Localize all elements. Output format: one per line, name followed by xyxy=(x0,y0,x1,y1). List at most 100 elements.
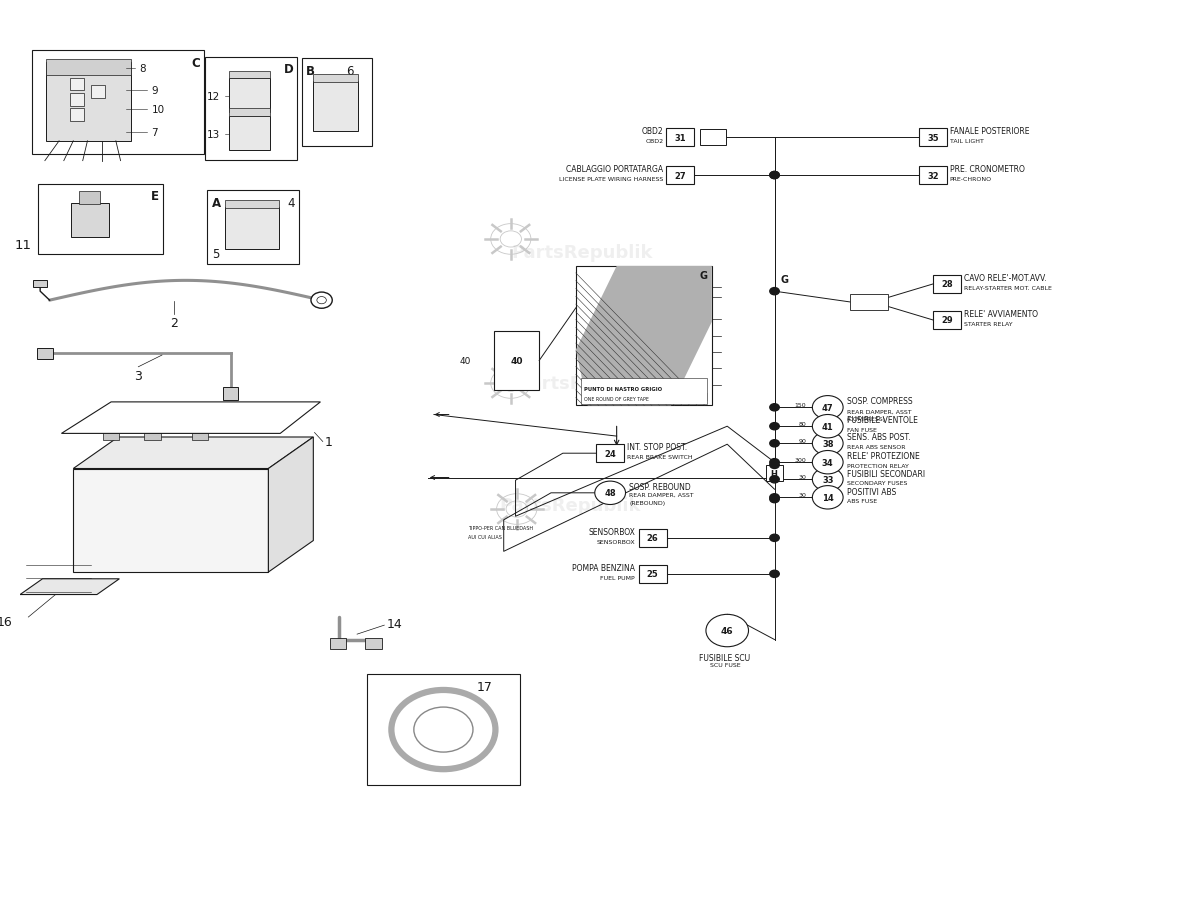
Text: RELE' PROTEZIONE: RELE' PROTEZIONE xyxy=(846,452,920,461)
Bar xyxy=(766,465,783,482)
Bar xyxy=(666,167,695,185)
Text: POMPA BENZINA: POMPA BENZINA xyxy=(572,564,635,573)
Text: REAR BRAKE SWITCH: REAR BRAKE SWITCH xyxy=(627,455,692,460)
Bar xyxy=(919,167,948,185)
Text: H: H xyxy=(700,392,707,402)
Circle shape xyxy=(813,468,843,492)
Bar xyxy=(92,86,105,98)
Circle shape xyxy=(769,494,779,502)
Bar xyxy=(207,191,299,265)
Text: CABLAGGIO PORTATARGA: CABLAGGIO PORTATARGA xyxy=(566,165,663,174)
Circle shape xyxy=(769,440,779,447)
Circle shape xyxy=(769,404,779,411)
Polygon shape xyxy=(61,402,320,434)
Circle shape xyxy=(706,614,749,647)
Text: G: G xyxy=(780,274,789,285)
Bar xyxy=(230,116,270,151)
Text: 16: 16 xyxy=(0,615,12,629)
Bar xyxy=(301,60,372,147)
Bar xyxy=(365,638,382,649)
Bar xyxy=(366,674,520,786)
Text: 300: 300 xyxy=(795,457,807,463)
Bar xyxy=(230,78,270,113)
Circle shape xyxy=(813,415,843,438)
Text: 13: 13 xyxy=(207,130,220,140)
Bar xyxy=(33,51,203,155)
Text: 29: 29 xyxy=(942,316,954,325)
Text: CAVO RELE'-MOT.AVV.: CAVO RELE'-MOT.AVV. xyxy=(963,274,1046,283)
Bar xyxy=(580,379,707,404)
Text: FUEL PUMP: FUEL PUMP xyxy=(601,575,635,580)
Text: 6: 6 xyxy=(347,65,354,78)
Circle shape xyxy=(813,486,843,510)
Text: 10: 10 xyxy=(152,106,165,115)
Text: 38: 38 xyxy=(822,439,833,448)
Circle shape xyxy=(769,476,779,483)
Text: A: A xyxy=(212,197,220,209)
Text: PRE. CRONOMETRO: PRE. CRONOMETRO xyxy=(950,165,1025,174)
Bar xyxy=(205,58,296,161)
Text: 47: 47 xyxy=(822,403,833,412)
Text: REAR DAMPER, ASST: REAR DAMPER, ASST xyxy=(628,492,694,498)
Bar xyxy=(224,388,237,400)
Text: PartsRepublik: PartsRepublik xyxy=(500,496,641,514)
Text: 24: 24 xyxy=(604,449,616,458)
Text: OBD2: OBD2 xyxy=(645,139,663,144)
Text: 80: 80 xyxy=(798,421,807,427)
Text: FAN FUSE: FAN FUSE xyxy=(846,428,877,433)
Text: PartsRepublik: PartsRepublik xyxy=(517,374,659,392)
Text: TIPPO-PER CAN BLUEDASH: TIPPO-PER CAN BLUEDASH xyxy=(468,525,533,530)
Bar xyxy=(191,428,208,440)
Text: SOSP. REBOUND: SOSP. REBOUND xyxy=(628,483,691,492)
Bar xyxy=(36,348,53,359)
Text: 12: 12 xyxy=(207,92,220,102)
Bar xyxy=(919,129,948,147)
Text: 33: 33 xyxy=(822,475,833,484)
Bar xyxy=(39,185,163,255)
Text: 26: 26 xyxy=(647,534,659,543)
Circle shape xyxy=(595,482,626,505)
Text: 90: 90 xyxy=(798,438,807,444)
Text: H: H xyxy=(769,469,777,478)
Bar xyxy=(576,267,712,406)
Circle shape xyxy=(769,571,779,578)
Text: 25: 25 xyxy=(647,570,659,579)
Text: 28: 28 xyxy=(942,281,954,290)
Bar xyxy=(46,62,131,142)
Polygon shape xyxy=(268,437,313,573)
Text: PRE-CHRONO: PRE-CHRONO xyxy=(950,177,992,182)
Bar xyxy=(933,276,961,294)
Polygon shape xyxy=(576,267,712,406)
Bar xyxy=(70,78,84,91)
Text: INT. STOP POST.: INT. STOP POST. xyxy=(627,443,686,452)
Text: 1: 1 xyxy=(325,436,334,448)
Bar xyxy=(225,201,279,209)
Text: PartsRepublik: PartsRepublik xyxy=(510,244,653,262)
Text: 8: 8 xyxy=(140,64,146,74)
Text: POSITIVI ABS: POSITIVI ABS xyxy=(846,487,896,496)
Text: 11: 11 xyxy=(14,239,31,252)
Text: 32: 32 xyxy=(927,171,939,180)
Bar xyxy=(700,130,726,146)
Text: 40: 40 xyxy=(459,356,471,365)
Text: 31: 31 xyxy=(674,133,686,143)
Text: 9: 9 xyxy=(152,86,158,96)
Bar xyxy=(638,529,667,548)
Bar xyxy=(495,332,539,391)
Text: SENS. ABS POST.: SENS. ABS POST. xyxy=(846,433,910,442)
Text: E: E xyxy=(150,190,159,203)
Text: RELAY-STARTER MOT. CABLE: RELAY-STARTER MOT. CABLE xyxy=(963,286,1051,290)
Text: 15: 15 xyxy=(207,403,223,416)
Text: 14: 14 xyxy=(386,617,402,630)
Circle shape xyxy=(769,423,779,430)
Bar xyxy=(313,75,359,83)
Text: PROTECTION RELAY: PROTECTION RELAY xyxy=(846,464,909,469)
Circle shape xyxy=(769,462,779,469)
Text: FUSIBILE SCU: FUSIBILE SCU xyxy=(700,653,750,662)
Bar xyxy=(70,94,84,106)
Text: SECONDARY FUSES: SECONDARY FUSES xyxy=(846,481,907,486)
Bar xyxy=(850,295,889,310)
Bar xyxy=(313,82,359,132)
Circle shape xyxy=(813,451,843,474)
Text: AUI CUI ALIAS: AUI CUI ALIAS xyxy=(468,534,502,538)
